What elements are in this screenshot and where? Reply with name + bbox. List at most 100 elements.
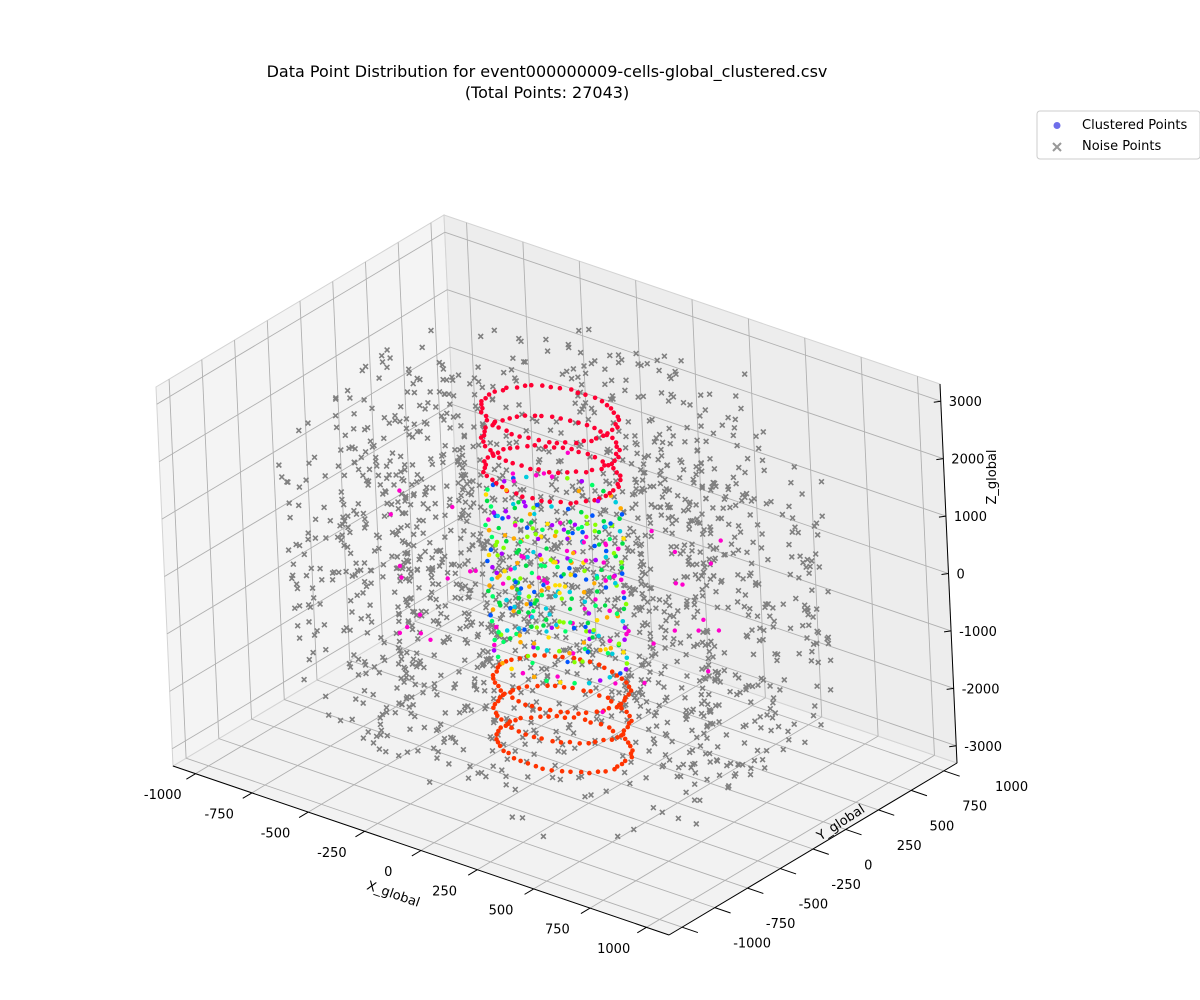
clustered-point	[530, 660, 535, 666]
clustered-point	[492, 701, 498, 707]
noise-point	[714, 674, 721, 681]
noise-point	[432, 514, 439, 521]
clustered-point	[494, 732, 499, 737]
noise-point	[559, 371, 566, 378]
noise-point	[484, 599, 491, 606]
noise-point	[503, 781, 510, 788]
noise-point	[787, 571, 794, 578]
noise-point	[705, 691, 712, 698]
clustered-point	[541, 582, 546, 588]
noise-point	[640, 661, 647, 668]
clustered-point	[505, 721, 511, 727]
noise-point	[425, 565, 432, 572]
clustered-point	[495, 553, 500, 558]
noise-point	[395, 610, 402, 617]
noise-point	[628, 591, 634, 598]
noise-point	[779, 511, 786, 518]
clustered-point	[526, 435, 531, 441]
clustered-point	[536, 575, 541, 580]
noise-point	[553, 728, 560, 735]
noise-point	[546, 448, 552, 455]
grid-line-y-floor	[447, 601, 945, 772]
clustered-point	[525, 534, 530, 540]
y-tick-label: -500	[799, 898, 829, 913]
clustered-point	[502, 533, 508, 538]
noise-point	[455, 412, 461, 419]
clustered-point	[492, 389, 498, 394]
x-tick	[411, 850, 422, 857]
noise-point	[636, 713, 642, 720]
noise-point	[451, 684, 457, 691]
clustered-point	[510, 471, 516, 476]
clustered-point	[576, 526, 581, 531]
noise-point	[467, 763, 473, 770]
clustered-point	[617, 447, 622, 453]
noise-point	[650, 804, 657, 811]
clustered-point	[571, 715, 577, 720]
noise-point	[459, 444, 466, 451]
clustered-point	[486, 517, 491, 522]
clustered-point	[607, 675, 613, 680]
noise-point	[672, 368, 679, 375]
z-tick	[938, 515, 946, 518]
clustered-point	[601, 737, 606, 743]
noise-point	[439, 459, 446, 466]
clustered-point	[552, 683, 558, 689]
noise-point	[764, 556, 771, 563]
clustered-point	[495, 698, 501, 704]
noise-point	[639, 691, 646, 698]
noise-point	[506, 554, 513, 560]
noise-point	[461, 459, 468, 466]
noise-point	[448, 374, 455, 381]
clustered-point	[565, 450, 570, 455]
noise-point	[295, 502, 302, 509]
noise-point	[350, 507, 357, 514]
noise-point	[642, 532, 649, 539]
noise-point	[808, 557, 815, 564]
clustered-point	[701, 617, 706, 622]
noise-point	[379, 491, 386, 497]
noise-point	[477, 333, 484, 340]
z-tick	[936, 458, 944, 461]
clustered-point	[540, 383, 545, 388]
noise-point	[808, 657, 815, 664]
clustered-point	[619, 676, 625, 681]
noise-point	[481, 592, 488, 599]
noise-point	[295, 427, 302, 434]
noise-point	[376, 746, 383, 753]
noise-point	[482, 604, 489, 611]
noise-point	[447, 527, 454, 534]
noise-point	[691, 597, 698, 604]
noise-point	[406, 431, 413, 438]
noise-point	[376, 669, 383, 676]
noise-point	[738, 405, 744, 412]
clustered-point	[545, 521, 550, 527]
noise-point	[469, 542, 476, 548]
noise-point	[420, 530, 427, 537]
noise-point	[619, 488, 626, 495]
clustered-point	[500, 581, 506, 586]
clustered-point	[539, 557, 544, 562]
clustered-point	[555, 470, 561, 476]
noise-point	[615, 428, 622, 435]
clustered-point	[518, 586, 524, 591]
noise-point	[398, 475, 405, 482]
noise-point	[474, 405, 481, 412]
clustered-point	[576, 420, 581, 426]
clustered-point	[586, 611, 592, 616]
noise-point	[429, 580, 436, 587]
clustered-point	[500, 660, 505, 666]
noise-point	[574, 374, 581, 381]
z-axis-label: Z_global	[985, 449, 1000, 504]
noise-point	[314, 627, 321, 634]
clustered-point	[526, 594, 532, 599]
noise-point	[697, 392, 704, 399]
noise-point	[383, 704, 390, 711]
clustered-point	[562, 440, 568, 445]
noise-point	[383, 709, 390, 716]
noise-point	[424, 435, 431, 442]
grid-line-z-left	[164, 404, 453, 577]
clustered-point	[577, 741, 582, 746]
noise-point	[383, 463, 390, 470]
clustered-point	[611, 574, 616, 579]
